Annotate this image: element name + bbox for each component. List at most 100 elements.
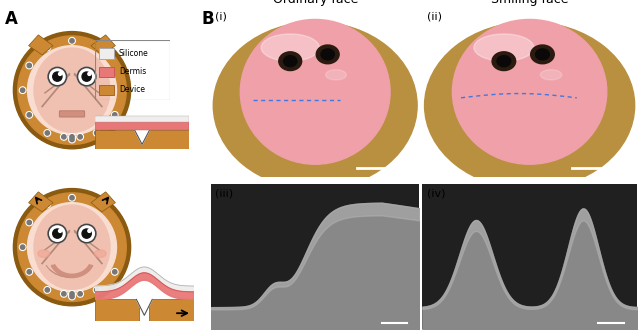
Polygon shape — [29, 192, 53, 212]
Ellipse shape — [34, 205, 110, 289]
Circle shape — [26, 219, 33, 226]
Circle shape — [45, 202, 49, 206]
Circle shape — [68, 136, 76, 143]
Circle shape — [93, 130, 100, 136]
Text: (i): (i) — [215, 12, 227, 22]
Ellipse shape — [326, 70, 346, 80]
Circle shape — [44, 287, 51, 293]
Polygon shape — [136, 299, 152, 315]
Circle shape — [321, 49, 334, 60]
Text: (ii): (ii) — [427, 12, 442, 22]
Ellipse shape — [34, 48, 110, 132]
Circle shape — [536, 49, 549, 60]
Bar — [99, 48, 115, 59]
Circle shape — [48, 67, 67, 86]
Circle shape — [111, 112, 118, 118]
Circle shape — [70, 135, 74, 139]
Circle shape — [20, 245, 25, 249]
Circle shape — [492, 52, 516, 70]
Circle shape — [44, 130, 51, 136]
Circle shape — [19, 87, 26, 94]
Circle shape — [113, 113, 117, 117]
Circle shape — [27, 113, 31, 117]
Circle shape — [68, 134, 76, 140]
Ellipse shape — [38, 250, 50, 258]
Bar — [95, 130, 189, 149]
Circle shape — [61, 292, 66, 296]
Circle shape — [28, 203, 116, 292]
Circle shape — [284, 56, 297, 67]
Circle shape — [316, 45, 339, 64]
Polygon shape — [91, 35, 115, 55]
Circle shape — [61, 135, 66, 139]
Polygon shape — [95, 273, 194, 299]
Circle shape — [497, 56, 511, 67]
Circle shape — [77, 134, 83, 140]
Circle shape — [45, 45, 49, 49]
Circle shape — [26, 269, 33, 275]
Text: A: A — [5, 10, 18, 28]
Circle shape — [20, 88, 25, 92]
Circle shape — [27, 270, 31, 274]
Ellipse shape — [261, 34, 319, 61]
Circle shape — [68, 37, 76, 44]
Bar — [95, 116, 189, 122]
Circle shape — [58, 229, 61, 232]
Circle shape — [44, 44, 51, 51]
Circle shape — [61, 291, 67, 297]
Circle shape — [68, 293, 76, 300]
Bar — [99, 85, 115, 95]
Circle shape — [28, 46, 116, 135]
Text: Device: Device — [119, 85, 145, 94]
Circle shape — [13, 189, 131, 306]
Circle shape — [77, 224, 96, 243]
Text: Silicone: Silicone — [119, 49, 148, 58]
Polygon shape — [91, 192, 115, 212]
Ellipse shape — [540, 70, 562, 80]
Circle shape — [45, 288, 49, 292]
Circle shape — [68, 291, 76, 297]
Bar — [99, 66, 115, 77]
Circle shape — [93, 287, 100, 293]
Circle shape — [18, 193, 126, 301]
Circle shape — [213, 22, 417, 189]
Ellipse shape — [241, 19, 390, 164]
Text: Dermis: Dermis — [119, 67, 146, 76]
Text: B: B — [202, 10, 214, 28]
Circle shape — [68, 194, 76, 201]
Polygon shape — [29, 35, 53, 55]
Ellipse shape — [452, 19, 607, 164]
Circle shape — [70, 196, 74, 200]
Polygon shape — [95, 267, 194, 292]
Circle shape — [48, 224, 67, 243]
Circle shape — [70, 294, 74, 299]
Circle shape — [78, 135, 83, 139]
Circle shape — [27, 220, 31, 225]
Circle shape — [531, 45, 554, 64]
Circle shape — [77, 67, 96, 86]
Circle shape — [279, 52, 301, 70]
Bar — [95, 122, 189, 130]
Ellipse shape — [474, 34, 534, 61]
Circle shape — [70, 39, 74, 43]
Circle shape — [70, 137, 74, 142]
Circle shape — [44, 201, 51, 208]
Circle shape — [58, 72, 61, 75]
Title: Ordinary face: Ordinary face — [273, 0, 358, 6]
Circle shape — [52, 72, 62, 81]
Circle shape — [113, 270, 117, 274]
Polygon shape — [134, 130, 150, 144]
Text: (iv): (iv) — [427, 188, 445, 198]
Circle shape — [26, 112, 33, 118]
Circle shape — [95, 131, 99, 135]
Bar — [95, 299, 140, 321]
Circle shape — [77, 291, 83, 297]
Ellipse shape — [94, 250, 106, 258]
Circle shape — [88, 72, 91, 75]
FancyBboxPatch shape — [60, 111, 84, 117]
Circle shape — [88, 229, 91, 232]
Circle shape — [27, 63, 31, 68]
Circle shape — [61, 134, 67, 140]
Circle shape — [424, 22, 635, 189]
Circle shape — [78, 292, 83, 296]
